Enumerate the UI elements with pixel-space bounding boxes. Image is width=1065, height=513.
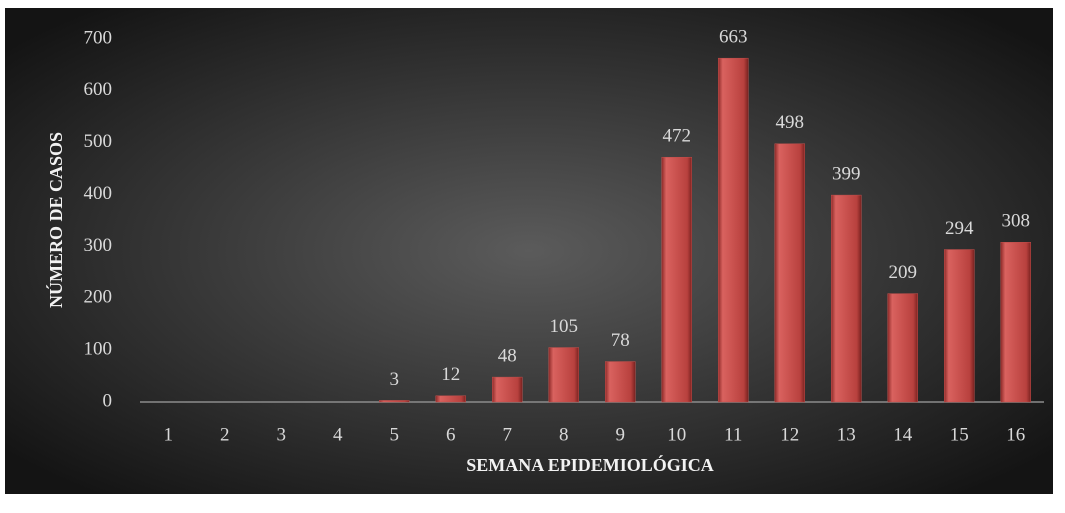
bar [435,395,466,403]
bar [1000,242,1031,403]
y-tick-label: 500 [84,131,113,152]
data-label: 399 [832,163,861,184]
y-tick-label: 100 [84,339,113,360]
x-tick-label: 10 [667,424,686,445]
y-axis-title: NÚMERO DE CASOS [45,132,66,308]
data-label: 12 [441,364,460,385]
data-label: 3 [390,369,400,390]
bar [774,143,805,403]
x-tick-label: 4 [333,424,343,445]
x-axis-title: SEMANA EPIDEMIOLÓGICA [466,454,714,475]
data-label: 663 [719,27,748,48]
bar [548,347,579,403]
data-label: 48 [498,345,517,366]
data-label: 78 [611,330,630,351]
x-tick-label: 1 [164,424,174,445]
bar [492,376,523,403]
x-tick-label: 12 [780,424,799,445]
y-tick-label: 600 [84,79,113,100]
x-tick-label: 2 [220,424,230,445]
y-tick-label: 400 [84,183,113,204]
bar [718,57,749,403]
bar [944,249,975,403]
data-label: 294 [945,218,974,239]
x-tick-label: 13 [837,424,856,445]
chart-background [5,8,1053,494]
bar [831,194,862,403]
data-label: 472 [663,126,692,147]
y-tick-label: 300 [84,235,113,256]
x-tick-label: 15 [950,424,969,445]
bar [887,293,918,403]
x-tick-label: 11 [724,424,742,445]
x-tick-label: 14 [893,424,913,445]
y-tick-label: 0 [103,390,113,411]
x-tick-label: 8 [559,424,569,445]
data-label: 498 [776,112,805,133]
bar [379,400,410,403]
x-tick-label: 6 [446,424,456,445]
x-tick-label: 5 [390,424,400,445]
y-tick-label: 200 [84,287,113,308]
data-label: 308 [1002,211,1031,232]
bar [661,156,692,403]
x-tick-label: 7 [503,424,513,445]
data-label: 209 [889,262,918,283]
x-tick-label: 9 [616,424,626,445]
x-tick-label: 3 [277,424,287,445]
x-tick-label: 16 [1006,424,1025,445]
bar [605,361,636,403]
y-tick-label: 700 [84,27,113,48]
data-label: 105 [550,316,579,337]
